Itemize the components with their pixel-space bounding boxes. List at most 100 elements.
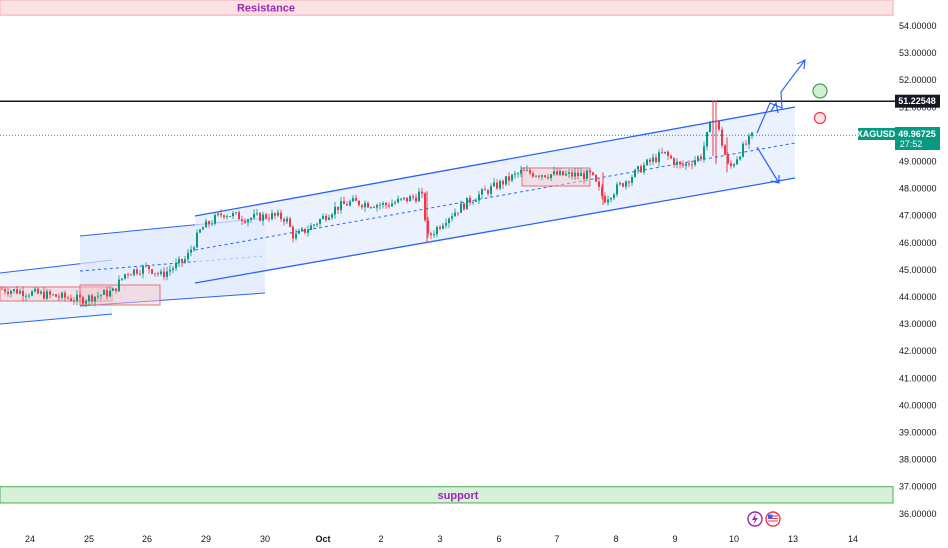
- candle-up: [109, 290, 111, 297]
- candle-up: [475, 200, 477, 202]
- candle-up: [391, 203, 393, 207]
- candle-down: [406, 197, 408, 202]
- candle-up: [121, 278, 123, 280]
- candle-down: [244, 221, 246, 223]
- candle-down: [670, 155, 672, 159]
- candle-down: [667, 151, 669, 156]
- candle-up: [472, 201, 474, 203]
- candle-down: [157, 273, 159, 275]
- candle-up: [466, 197, 468, 210]
- candle-up: [478, 194, 480, 201]
- candle-down: [604, 195, 606, 203]
- candle-down: [208, 221, 210, 225]
- marked-level-badge: 51.22548: [895, 94, 940, 108]
- candle-up: [559, 171, 561, 175]
- candle-up: [124, 274, 126, 279]
- candle-up: [142, 266, 144, 274]
- candle-up: [253, 213, 255, 218]
- time-tick-label: 14: [848, 534, 858, 544]
- candle-down: [148, 265, 150, 270]
- candle-up: [697, 156, 699, 161]
- candle-up: [145, 265, 147, 267]
- candle-down: [259, 212, 261, 221]
- candle-up: [226, 216, 228, 218]
- candle-up: [160, 271, 162, 275]
- candle-up: [676, 161, 678, 165]
- candle-down: [649, 159, 651, 162]
- candle-down: [457, 212, 459, 214]
- price-tick-label: 49.00000: [899, 157, 937, 167]
- candle-up: [301, 228, 303, 231]
- candle-up: [490, 186, 492, 194]
- candle-down: [679, 161, 681, 165]
- candle-up: [85, 301, 87, 304]
- candle-up: [709, 121, 711, 132]
- time-tick-label: 24: [25, 534, 35, 544]
- candle-down: [463, 203, 465, 210]
- candle-up: [196, 232, 198, 248]
- symbol-badge: XAGUSD: [857, 128, 896, 140]
- candle-down: [589, 170, 591, 173]
- candle-up: [193, 247, 195, 250]
- candle-down: [388, 205, 390, 207]
- candle-up: [499, 180, 501, 189]
- candle-down: [439, 227, 441, 229]
- lightning-event-icon[interactable]: [747, 511, 763, 527]
- time-axis[interactable]: 24 25 26 29 30 Oct 2 3 6 7 8 9 10 13 14: [0, 530, 948, 548]
- price-axis[interactable]: 54.0000053.0000052.0000051.0000050.00000…: [895, 0, 948, 530]
- candle-down: [37, 288, 39, 294]
- candle-down: [421, 191, 423, 194]
- candle-up: [370, 207, 372, 208]
- candle-up: [277, 212, 279, 216]
- candle-up: [652, 157, 654, 162]
- candle-up: [643, 165, 645, 173]
- candle-up: [493, 182, 495, 187]
- candle-down: [640, 166, 642, 173]
- candle-down: [745, 143, 747, 145]
- candle-down: [163, 271, 165, 277]
- candle-up: [349, 201, 351, 206]
- price-tick-label: 40.00000: [899, 400, 937, 410]
- candle-up: [235, 212, 237, 214]
- candle-up: [364, 202, 366, 208]
- candle-up: [625, 181, 627, 187]
- candle-down: [115, 288, 117, 292]
- price-tick-label: 36.00000: [899, 509, 937, 519]
- resistance-zone: Resistance: [0, 0, 894, 16]
- candle-up: [205, 221, 207, 228]
- candle-up: [694, 160, 696, 165]
- candle-down: [274, 213, 276, 216]
- candle-down: [529, 170, 531, 174]
- candle-up: [748, 135, 750, 145]
- candle-up: [637, 166, 639, 170]
- time-tick-label: 10: [729, 534, 739, 544]
- us-flag-event-icon[interactable]: [765, 511, 781, 527]
- candle-up: [25, 295, 27, 297]
- time-tick-label: 6: [496, 534, 501, 544]
- candle-up: [19, 290, 21, 294]
- candle-down: [571, 172, 573, 177]
- time-tick-label: 30: [260, 534, 270, 544]
- price-tick-label: 42.00000: [899, 346, 937, 356]
- candle-up: [232, 213, 234, 217]
- candle-down: [64, 292, 66, 298]
- candle-up: [409, 196, 411, 202]
- candle-down: [1, 288, 3, 290]
- candle-up: [448, 218, 450, 224]
- candle-down: [238, 212, 240, 220]
- candle-up: [706, 131, 708, 147]
- candle-up: [187, 252, 189, 260]
- candle-down: [562, 171, 564, 176]
- candle-down: [595, 174, 597, 182]
- time-tick-label: 7: [554, 534, 559, 544]
- candle-down: [304, 228, 306, 233]
- candle-up: [178, 258, 180, 263]
- candle-down: [136, 269, 138, 274]
- price-tick-label: 52.00000: [899, 75, 937, 85]
- current-price-badge: 49.96725 27:52: [895, 127, 940, 150]
- candle-down: [508, 176, 510, 181]
- candle-up: [379, 204, 381, 206]
- candle-down: [70, 298, 72, 301]
- candle-down: [385, 202, 387, 206]
